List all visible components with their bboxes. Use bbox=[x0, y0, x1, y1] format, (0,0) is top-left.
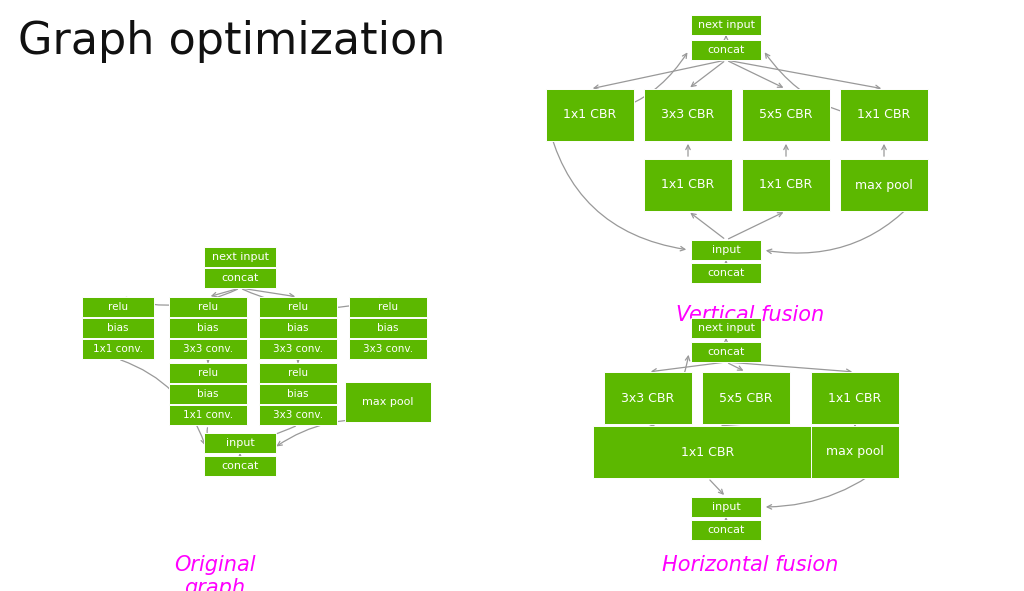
Text: bias: bias bbox=[198, 323, 219, 333]
Text: relu: relu bbox=[288, 302, 308, 312]
Text: max pool: max pool bbox=[362, 397, 414, 407]
Text: relu: relu bbox=[108, 302, 128, 312]
FancyBboxPatch shape bbox=[259, 384, 337, 404]
FancyBboxPatch shape bbox=[259, 339, 337, 359]
Text: 1x1 CBR: 1x1 CBR bbox=[760, 178, 813, 191]
FancyBboxPatch shape bbox=[691, 497, 761, 517]
Text: Original
graph: Original graph bbox=[174, 555, 256, 591]
FancyBboxPatch shape bbox=[811, 372, 899, 424]
FancyBboxPatch shape bbox=[840, 89, 928, 141]
Text: next input: next input bbox=[697, 323, 755, 333]
Text: 1x1 CBR: 1x1 CBR bbox=[828, 391, 882, 404]
FancyBboxPatch shape bbox=[593, 426, 823, 478]
FancyBboxPatch shape bbox=[259, 297, 337, 317]
Text: relu: relu bbox=[288, 368, 308, 378]
FancyBboxPatch shape bbox=[811, 426, 899, 478]
FancyBboxPatch shape bbox=[349, 339, 427, 359]
Text: input: input bbox=[712, 502, 740, 512]
Text: relu: relu bbox=[378, 302, 398, 312]
FancyBboxPatch shape bbox=[604, 372, 692, 424]
Text: input: input bbox=[712, 245, 740, 255]
Text: concat: concat bbox=[221, 273, 259, 283]
Text: concat: concat bbox=[708, 45, 744, 55]
Text: max pool: max pool bbox=[826, 446, 884, 459]
FancyBboxPatch shape bbox=[169, 339, 247, 359]
Text: 5x5 CBR: 5x5 CBR bbox=[719, 391, 773, 404]
Text: 3x3 CBR: 3x3 CBR bbox=[662, 109, 715, 122]
Text: next input: next input bbox=[697, 20, 755, 30]
Text: concat: concat bbox=[708, 525, 744, 535]
FancyBboxPatch shape bbox=[702, 372, 790, 424]
Text: bias: bias bbox=[288, 389, 309, 399]
Text: 1x1 conv.: 1x1 conv. bbox=[183, 410, 233, 420]
FancyBboxPatch shape bbox=[169, 297, 247, 317]
FancyBboxPatch shape bbox=[82, 297, 154, 317]
Text: 3x3 conv.: 3x3 conv. bbox=[273, 410, 323, 420]
FancyBboxPatch shape bbox=[742, 89, 830, 141]
FancyBboxPatch shape bbox=[644, 159, 732, 211]
Text: 1x1 CBR: 1x1 CBR bbox=[681, 446, 734, 459]
Text: concat: concat bbox=[221, 461, 259, 471]
Text: max pool: max pool bbox=[855, 178, 913, 191]
Text: relu: relu bbox=[198, 368, 218, 378]
Text: 3x3 CBR: 3x3 CBR bbox=[622, 391, 675, 404]
Text: concat: concat bbox=[708, 347, 744, 357]
Text: concat: concat bbox=[708, 268, 744, 278]
Text: 1x1 CBR: 1x1 CBR bbox=[662, 178, 715, 191]
FancyBboxPatch shape bbox=[169, 384, 247, 404]
Text: relu: relu bbox=[198, 302, 218, 312]
FancyBboxPatch shape bbox=[742, 159, 830, 211]
FancyBboxPatch shape bbox=[259, 405, 337, 425]
FancyBboxPatch shape bbox=[82, 318, 154, 338]
Text: bias: bias bbox=[288, 323, 309, 333]
FancyBboxPatch shape bbox=[82, 339, 154, 359]
FancyBboxPatch shape bbox=[644, 89, 732, 141]
FancyBboxPatch shape bbox=[840, 159, 928, 211]
Text: 3x3 conv.: 3x3 conv. bbox=[183, 344, 233, 354]
Text: 3x3 conv.: 3x3 conv. bbox=[362, 344, 413, 354]
FancyBboxPatch shape bbox=[691, 40, 761, 60]
FancyBboxPatch shape bbox=[345, 382, 431, 421]
Text: Vertical fusion: Vertical fusion bbox=[676, 305, 824, 325]
Text: input: input bbox=[225, 438, 254, 448]
FancyBboxPatch shape bbox=[691, 342, 761, 362]
FancyBboxPatch shape bbox=[204, 433, 276, 453]
FancyBboxPatch shape bbox=[349, 318, 427, 338]
Text: Horizontal fusion: Horizontal fusion bbox=[662, 555, 839, 575]
Text: bias: bias bbox=[198, 389, 219, 399]
Text: 5x5 CBR: 5x5 CBR bbox=[759, 109, 813, 122]
Text: bias: bias bbox=[108, 323, 129, 333]
FancyBboxPatch shape bbox=[169, 405, 247, 425]
FancyBboxPatch shape bbox=[169, 363, 247, 383]
FancyBboxPatch shape bbox=[204, 268, 276, 288]
FancyBboxPatch shape bbox=[691, 520, 761, 540]
Text: 1x1 CBR: 1x1 CBR bbox=[563, 109, 616, 122]
Text: 1x1 CBR: 1x1 CBR bbox=[857, 109, 910, 122]
FancyBboxPatch shape bbox=[259, 363, 337, 383]
FancyBboxPatch shape bbox=[546, 89, 634, 141]
FancyBboxPatch shape bbox=[691, 318, 761, 338]
Text: next input: next input bbox=[212, 252, 268, 262]
FancyBboxPatch shape bbox=[259, 318, 337, 338]
FancyBboxPatch shape bbox=[204, 247, 276, 267]
Text: bias: bias bbox=[377, 323, 398, 333]
Text: 1x1 conv.: 1x1 conv. bbox=[93, 344, 143, 354]
FancyBboxPatch shape bbox=[204, 456, 276, 476]
FancyBboxPatch shape bbox=[691, 15, 761, 35]
Text: 3x3 conv.: 3x3 conv. bbox=[273, 344, 323, 354]
FancyBboxPatch shape bbox=[169, 318, 247, 338]
FancyBboxPatch shape bbox=[691, 263, 761, 283]
FancyBboxPatch shape bbox=[691, 240, 761, 260]
Text: Graph optimization: Graph optimization bbox=[18, 20, 445, 63]
FancyBboxPatch shape bbox=[349, 297, 427, 317]
